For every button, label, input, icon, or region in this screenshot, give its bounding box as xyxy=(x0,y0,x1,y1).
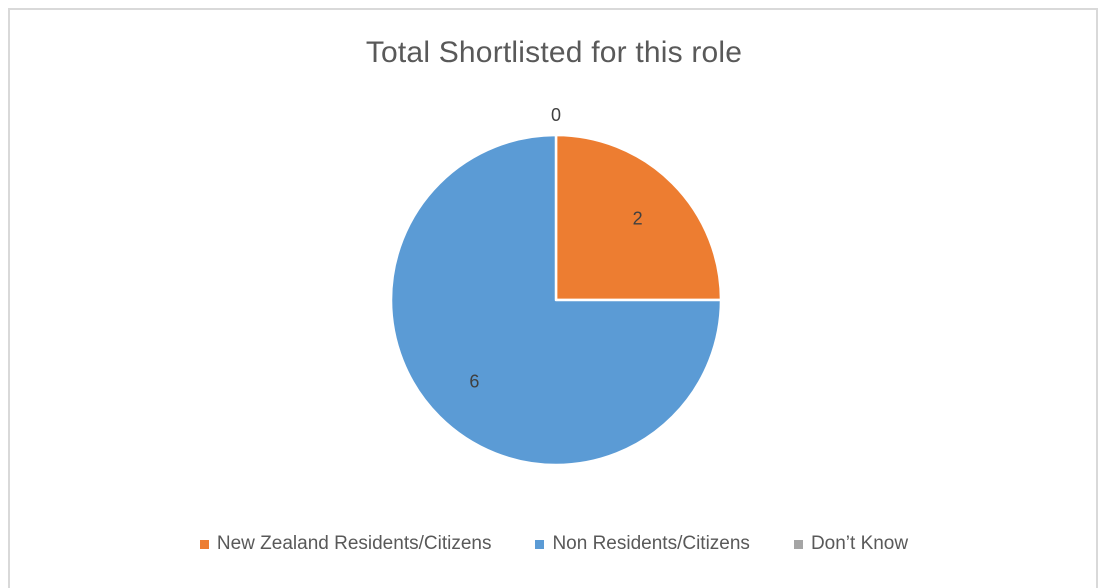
slice-nz-residents xyxy=(554,133,723,302)
legend-swatch xyxy=(535,539,545,549)
data-label-dont-know: 0 xyxy=(551,105,561,125)
legend-item-nz-residents: New Zealand Residents/Citizens xyxy=(199,533,492,555)
legend-label: New Zealand Residents/Citizens xyxy=(216,533,492,554)
legend-item-non-residents: Non Residents/Citizens xyxy=(535,533,750,555)
legend-swatch xyxy=(793,539,803,549)
slice-non-residents xyxy=(389,133,723,467)
legend-item-dont-know: Don’t Know xyxy=(793,533,909,555)
pie-data-labels: 2 6 0 xyxy=(469,105,642,392)
chart-title: Total Shortlisted for this role xyxy=(365,36,743,69)
data-label-nz-residents: 2 xyxy=(633,208,643,228)
legend-label: Don’t Know xyxy=(810,533,909,554)
data-label-non-residents: 6 xyxy=(469,372,479,392)
legend-label: Non Residents/Citizens xyxy=(552,533,750,554)
legend-swatch xyxy=(199,539,209,549)
pie-slices xyxy=(389,133,723,467)
chart-legend: New Zealand Residents/Citizens Non Resid… xyxy=(0,533,1108,555)
